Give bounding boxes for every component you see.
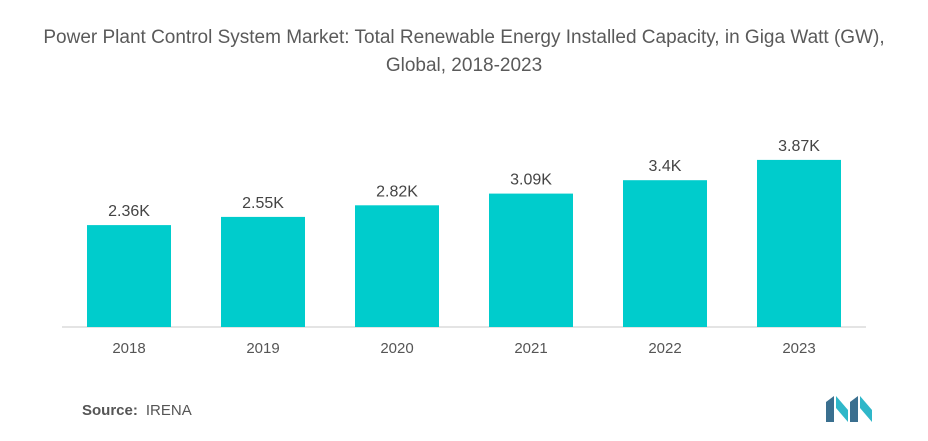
x-tick-label-2019: 2019: [246, 340, 279, 357]
chart-title: Power Plant Control System Market: Total…: [43, 27, 885, 76]
data-label-2021: 3.09K: [510, 172, 552, 189]
data-label-2023: 3.87K: [778, 138, 820, 155]
data-label-2019: 2.55K: [242, 195, 284, 212]
logo-shape-right: [850, 396, 858, 422]
mordor-intelligence-logo-icon: [826, 396, 872, 422]
x-tick-label-2018: 2018: [112, 340, 145, 357]
data-label-2018: 2.36K: [108, 203, 150, 220]
logo-shape-end: [860, 396, 872, 422]
bar-2018: [87, 225, 171, 327]
source-text: IRENA: [145, 402, 192, 419]
source-note: Source: IRENA: [82, 402, 192, 419]
bar-2022: [623, 180, 707, 327]
data-label-2020: 2.82K: [376, 183, 418, 200]
bar-2019: [221, 216, 305, 327]
x-tick-label-2021: 2021: [514, 340, 547, 357]
x-tick-label-2023: 2023: [782, 340, 815, 357]
logo-shape-left: [826, 396, 834, 422]
bar-2020: [355, 205, 439, 327]
x-tick-label-2020: 2020: [380, 340, 413, 357]
data-label-2022: 3.4K: [649, 158, 682, 175]
source-label: Source:: [82, 402, 138, 419]
x-tick-label-2022: 2022: [648, 340, 681, 357]
bar-2021: [489, 193, 573, 327]
logo-shape-mid: [836, 396, 848, 422]
bar-2023: [757, 159, 841, 327]
